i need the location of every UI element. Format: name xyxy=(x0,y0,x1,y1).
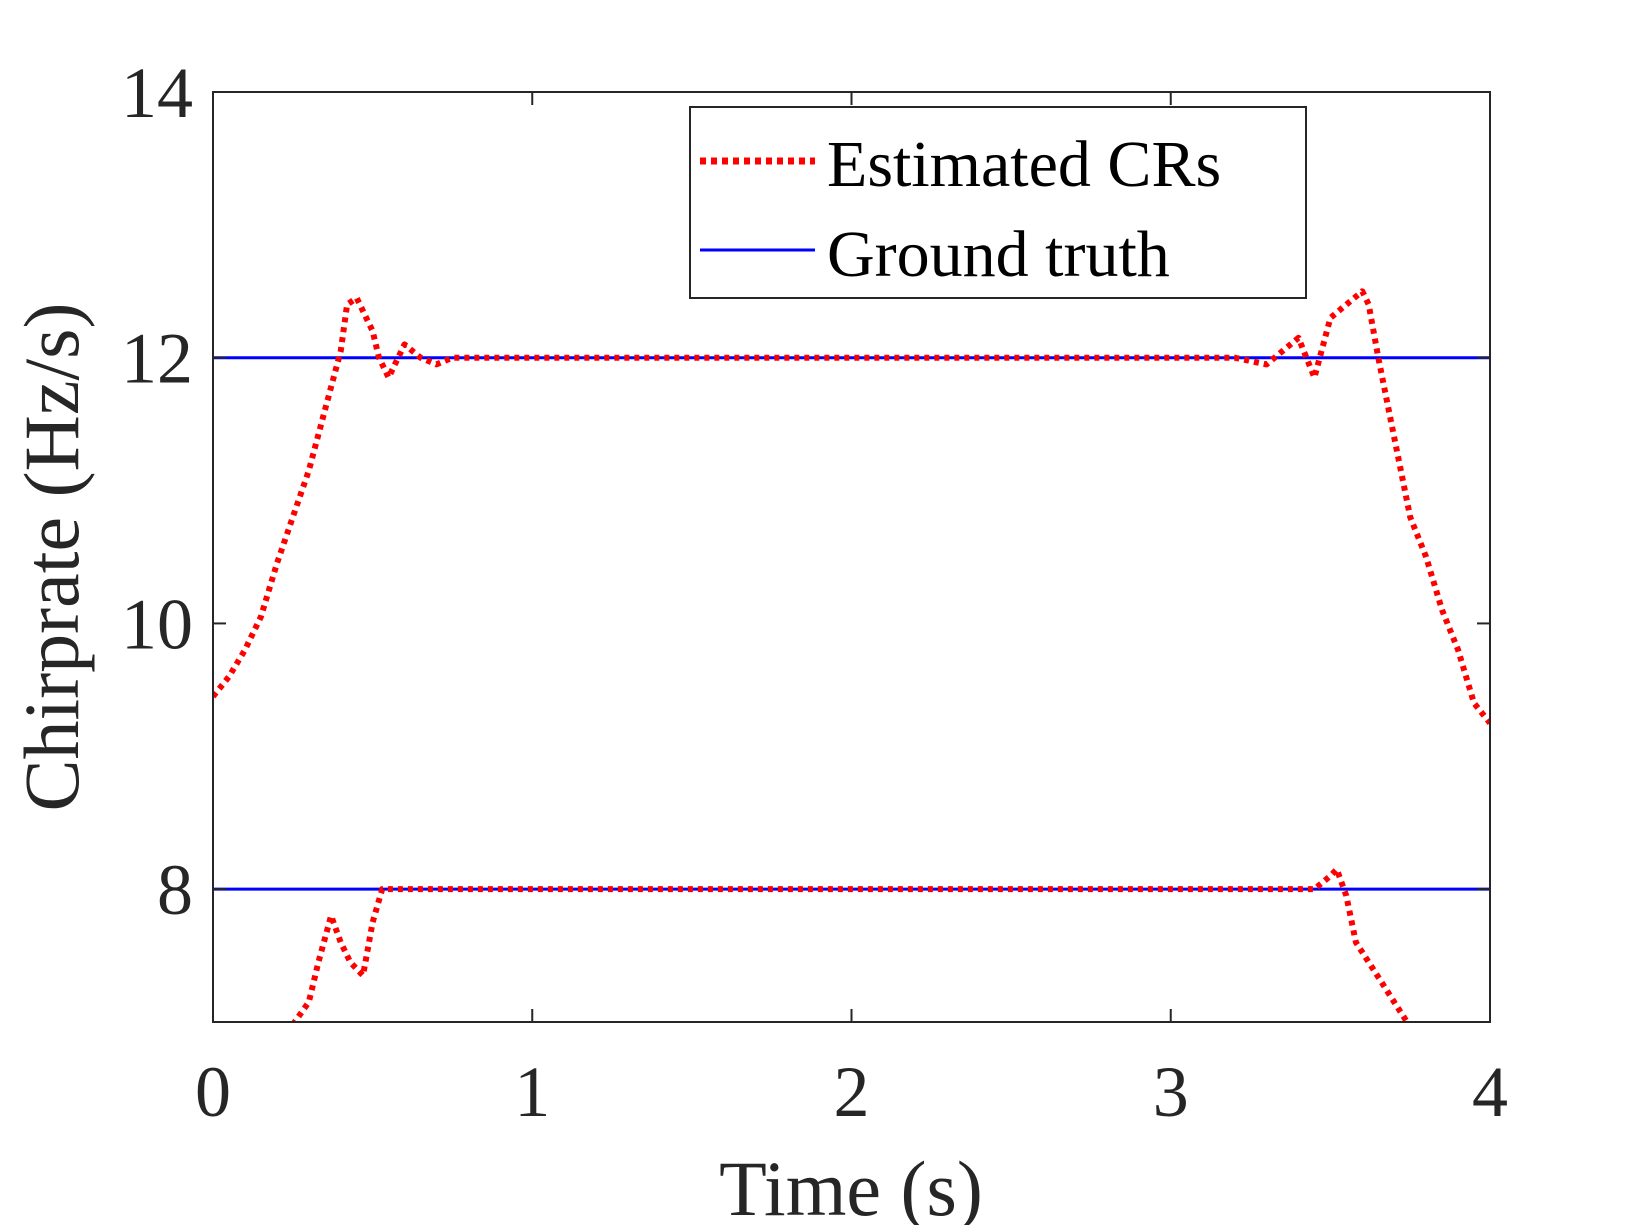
series-layer xyxy=(213,288,1490,1022)
y-axis-title: Chirprate (Hz/s) xyxy=(8,303,95,812)
y-tick-label: 10 xyxy=(121,584,193,664)
y-tick-label: 12 xyxy=(121,319,193,399)
x-tick-label: 1 xyxy=(514,1052,550,1132)
legend-label-ground-truth: Ground truth xyxy=(827,218,1170,291)
estimated-cr-line-0 xyxy=(213,288,1490,725)
x-tick-label: 2 xyxy=(834,1052,870,1132)
x-tick-label: 0 xyxy=(195,1052,231,1132)
estimated-cr-line-1 xyxy=(291,866,1410,1022)
x-tick-label: 4 xyxy=(1472,1052,1508,1132)
y-tick-label: 14 xyxy=(121,53,193,133)
legend: Estimated CRs Ground truth xyxy=(689,106,1307,299)
x-axis-title: Time (s) xyxy=(719,1145,983,1225)
y-tick-label: 8 xyxy=(157,850,193,930)
legend-label-estimated: Estimated CRs xyxy=(827,128,1221,201)
legend-box xyxy=(689,106,1307,299)
x-tick-label: 3 xyxy=(1153,1052,1189,1132)
